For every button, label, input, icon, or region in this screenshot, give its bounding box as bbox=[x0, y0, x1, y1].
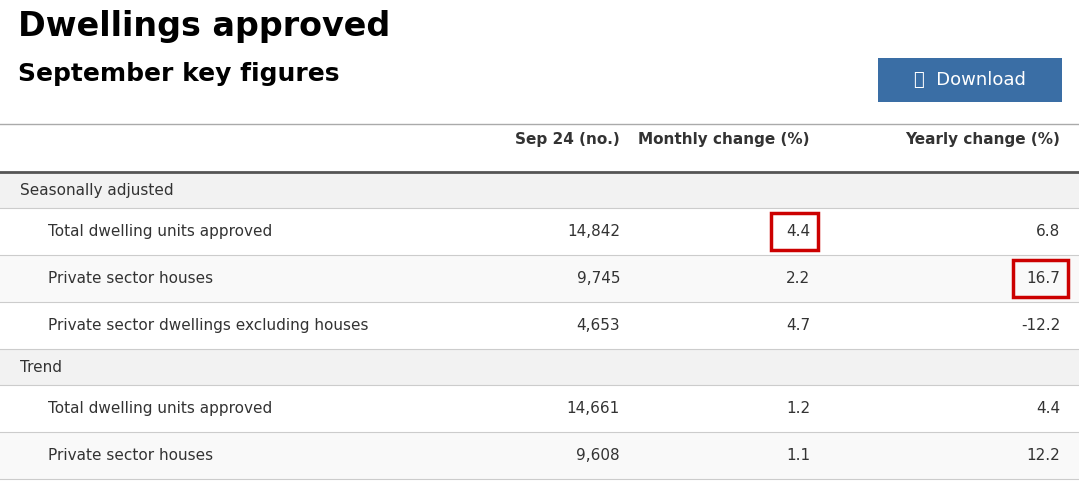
Text: Trend: Trend bbox=[21, 359, 62, 375]
Text: Total dwelling units approved: Total dwelling units approved bbox=[47, 401, 272, 416]
Text: Sep 24 (no.): Sep 24 (no.) bbox=[516, 132, 620, 147]
Text: 9,745: 9,745 bbox=[576, 271, 620, 286]
Text: 4.4: 4.4 bbox=[1036, 401, 1060, 416]
Text: 4.7: 4.7 bbox=[786, 318, 810, 333]
Text: Seasonally adjusted: Seasonally adjusted bbox=[21, 183, 174, 198]
Text: 1.2: 1.2 bbox=[786, 401, 810, 416]
Text: 1.1: 1.1 bbox=[786, 448, 810, 463]
Text: 6.8: 6.8 bbox=[1036, 224, 1060, 239]
Text: -12.2: -12.2 bbox=[1021, 318, 1060, 333]
Text: Monthly change (%): Monthly change (%) bbox=[639, 132, 810, 147]
Text: Yearly change (%): Yearly change (%) bbox=[905, 132, 1060, 147]
Text: September key figures: September key figures bbox=[18, 62, 340, 86]
Text: Private sector houses: Private sector houses bbox=[47, 271, 214, 286]
Text: 9,608: 9,608 bbox=[576, 448, 620, 463]
Text: 16.7: 16.7 bbox=[1026, 271, 1060, 286]
Text: Private sector dwellings excluding houses: Private sector dwellings excluding house… bbox=[47, 318, 369, 333]
Text: 12.2: 12.2 bbox=[1026, 448, 1060, 463]
Text: 4,653: 4,653 bbox=[576, 318, 620, 333]
Text: Dwellings approved: Dwellings approved bbox=[18, 10, 391, 43]
Text: Private sector houses: Private sector houses bbox=[47, 448, 214, 463]
Text: 2.2: 2.2 bbox=[786, 271, 810, 286]
Text: 14,842: 14,842 bbox=[566, 224, 620, 239]
Text: 14,661: 14,661 bbox=[566, 401, 620, 416]
Text: Total dwelling units approved: Total dwelling units approved bbox=[47, 224, 272, 239]
Text: ⤵  Download: ⤵ Download bbox=[914, 71, 1026, 89]
Text: 4.4: 4.4 bbox=[786, 224, 810, 239]
